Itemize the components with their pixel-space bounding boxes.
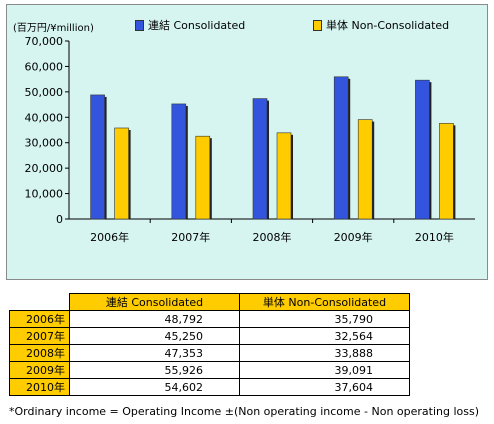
bar-consolidated — [333, 76, 349, 220]
x-tick-label: 2008年 — [253, 230, 292, 244]
bar-consolidated — [252, 98, 268, 220]
cell-consolidated: 55,926 — [69, 361, 240, 379]
y-tick-label: 60,000 — [25, 60, 64, 73]
legend-consolidated: 連結 Consolidated — [135, 17, 245, 33]
bar-consolidated — [171, 103, 187, 220]
bar-consolidated — [415, 79, 430, 220]
row-year: 2006年 — [9, 310, 70, 328]
cell-consolidated: 47,353 — [69, 344, 240, 362]
bar-non-consolidated — [195, 135, 211, 220]
unit-label: (百万円/¥million) — [13, 23, 94, 34]
cell-non-consolidated: 32,564 — [239, 327, 410, 345]
row-year: 2009年 — [9, 361, 70, 379]
cell-consolidated: 48,792 — [69, 310, 240, 328]
x-tick-label: 2010年 — [415, 230, 454, 244]
data-table: 連結 Consolidated 単体 Non-Consolidated 2006… — [9, 293, 410, 396]
chart-panel: (百万円/¥million) 連結 Consolidated 単体 Non-Co… — [6, 4, 488, 280]
cell-non-consolidated: 33,888 — [239, 344, 410, 362]
table-row: 2007年 45,250 32,564 — [9, 327, 410, 345]
legend-label-non-consolidated: 単体 Non-Consolidated — [326, 19, 450, 32]
x-tick-label: 2007年 — [171, 230, 210, 244]
cell-non-consolidated: 35,790 — [239, 310, 410, 328]
header-consolidated: 連結 Consolidated — [69, 293, 240, 311]
bar-non-consolidated — [276, 132, 292, 220]
x-tick-label: 2009年 — [334, 230, 373, 244]
table-row: 2009年 55,926 39,091 — [9, 361, 410, 379]
cell-non-consolidated: 39,091 — [239, 361, 410, 379]
legend-swatch-consolidated — [135, 19, 144, 31]
y-tick-label: 70,000 — [25, 35, 64, 48]
row-year: 2007年 — [9, 327, 70, 345]
cell-consolidated: 45,250 — [69, 327, 240, 345]
bar-consolidated — [90, 94, 105, 220]
y-tick-label: 40,000 — [25, 111, 64, 124]
y-tick-label: 50,000 — [25, 86, 64, 99]
y-tick-label: 0 — [56, 213, 63, 226]
bar-non-consolidated — [439, 123, 454, 220]
table-corner — [9, 293, 70, 311]
legend-non-consolidated: 単体 Non-Consolidated — [313, 17, 449, 33]
table-row: 2010年 54,602 37,604 — [9, 378, 410, 396]
cell-non-consolidated: 37,604 — [239, 378, 410, 396]
row-year: 2008年 — [9, 344, 70, 362]
bar-non-consolidated — [357, 119, 373, 220]
bar-non-consolidated — [114, 127, 129, 220]
row-year: 2010年 — [9, 378, 70, 396]
table-row: 2006年 48,792 35,790 — [9, 310, 410, 328]
y-tick-label: 30,000 — [25, 137, 64, 150]
cell-consolidated: 54,602 — [69, 378, 240, 396]
y-tick-label: 20,000 — [25, 162, 64, 175]
table-header-row: 連結 Consolidated 単体 Non-Consolidated — [9, 293, 410, 311]
table-row: 2008年 47,353 33,888 — [9, 344, 410, 362]
header-non-consolidated: 単体 Non-Consolidated — [239, 293, 410, 311]
bar-chart: 0 10,000 20,000 30,000 40,000 50,000 60,000 70,… — [25, 35, 475, 244]
legend-swatch-non-consolidated — [313, 19, 322, 31]
x-tick-label: 2006年 — [90, 230, 129, 244]
footnote: *Ordinary income = Operating Income ±(No… — [9, 405, 480, 418]
y-tick-label: 10,000 — [25, 188, 64, 201]
legend-label-consolidated: 連結 Consolidated — [148, 19, 246, 32]
